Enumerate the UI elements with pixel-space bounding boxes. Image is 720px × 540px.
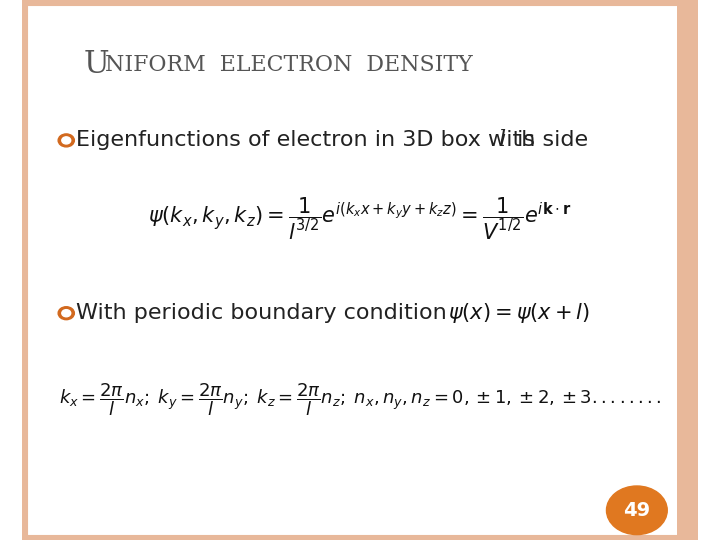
Text: 49: 49: [624, 501, 650, 520]
Text: NIFORM  ELECTRON  DENSITY: NIFORM ELECTRON DENSITY: [105, 54, 473, 76]
Text: With periodic boundary condition: With periodic boundary condition: [76, 303, 447, 323]
Text: $\psi(x) = \psi(x + l)$: $\psi(x) = \psi(x + l)$: [448, 301, 590, 325]
Circle shape: [606, 486, 667, 535]
Text: $\psi(k_x, k_y, k_z) = \dfrac{1}{l^{3/2}} e^{i(k_x x + k_y y + k_z z)} = \dfrac{: $\psi(k_x, k_y, k_z) = \dfrac{1}{l^{3/2}…: [148, 195, 572, 242]
Text: Eigenfunctions of electron in 3D box with side: Eigenfunctions of electron in 3D box wit…: [76, 130, 595, 151]
Circle shape: [58, 307, 74, 320]
FancyBboxPatch shape: [678, 0, 698, 540]
Text: l: l: [498, 130, 505, 151]
Text: U: U: [83, 49, 109, 80]
Text: is: is: [510, 130, 535, 151]
Circle shape: [58, 134, 74, 147]
Text: $k_x = \dfrac{2\pi}{l} n_x;\;  k_y = \dfrac{2\pi}{l} n_y;\;  k_z = \dfrac{2\pi}{: $k_x = \dfrac{2\pi}{l} n_x;\; k_y = \dfr…: [58, 381, 662, 418]
Circle shape: [62, 137, 71, 144]
Circle shape: [62, 309, 71, 317]
